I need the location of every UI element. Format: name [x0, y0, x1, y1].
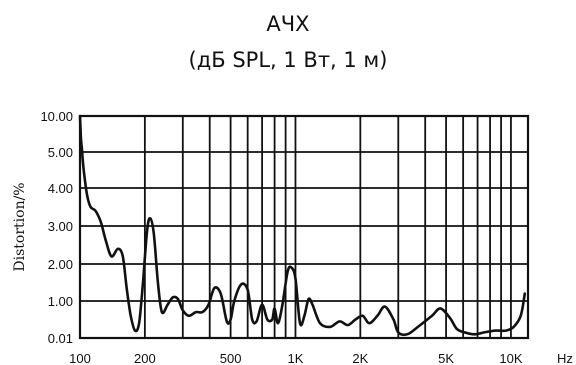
y-tick-labels: 0.01 1.00 2.00 3.00 4.00 5.00 10.00 — [40, 109, 73, 346]
chart-title: АЧХ — [266, 12, 310, 36]
x-tick-label: 5K — [438, 351, 454, 365]
y-tick-label: 3.00 — [48, 219, 73, 234]
x-tick-label: 200 — [134, 351, 156, 365]
x-tick-label: 100 — [69, 351, 91, 365]
plot-frame — [78, 114, 530, 340]
y-tick-label: 10.00 — [40, 109, 73, 124]
x-axis-label: Hz — [557, 351, 573, 365]
y-tick-label: 4.00 — [48, 181, 73, 196]
y-tick-label: 0.01 — [48, 331, 73, 346]
x-tick-label: 1K — [288, 351, 304, 365]
y-tick-label: 2.00 — [48, 257, 73, 272]
chart-subtitle: (дБ SPL, 1 Вт, 1 м) — [188, 48, 388, 72]
y-tick-label: 1.00 — [48, 294, 73, 309]
x-tick-label: 500 — [220, 351, 242, 365]
y-tick-label: 5.00 — [48, 145, 73, 160]
plot-border — [78, 114, 530, 340]
x-tick-labels: 100 200 500 1K 2K 5K 10K — [69, 351, 523, 365]
y-axis-label: Distortion/% — [12, 182, 28, 271]
x-tick-label: 10K — [499, 351, 522, 365]
distortion-series-line — [78, 114, 527, 337]
x-tick-label: 2K — [352, 351, 368, 365]
